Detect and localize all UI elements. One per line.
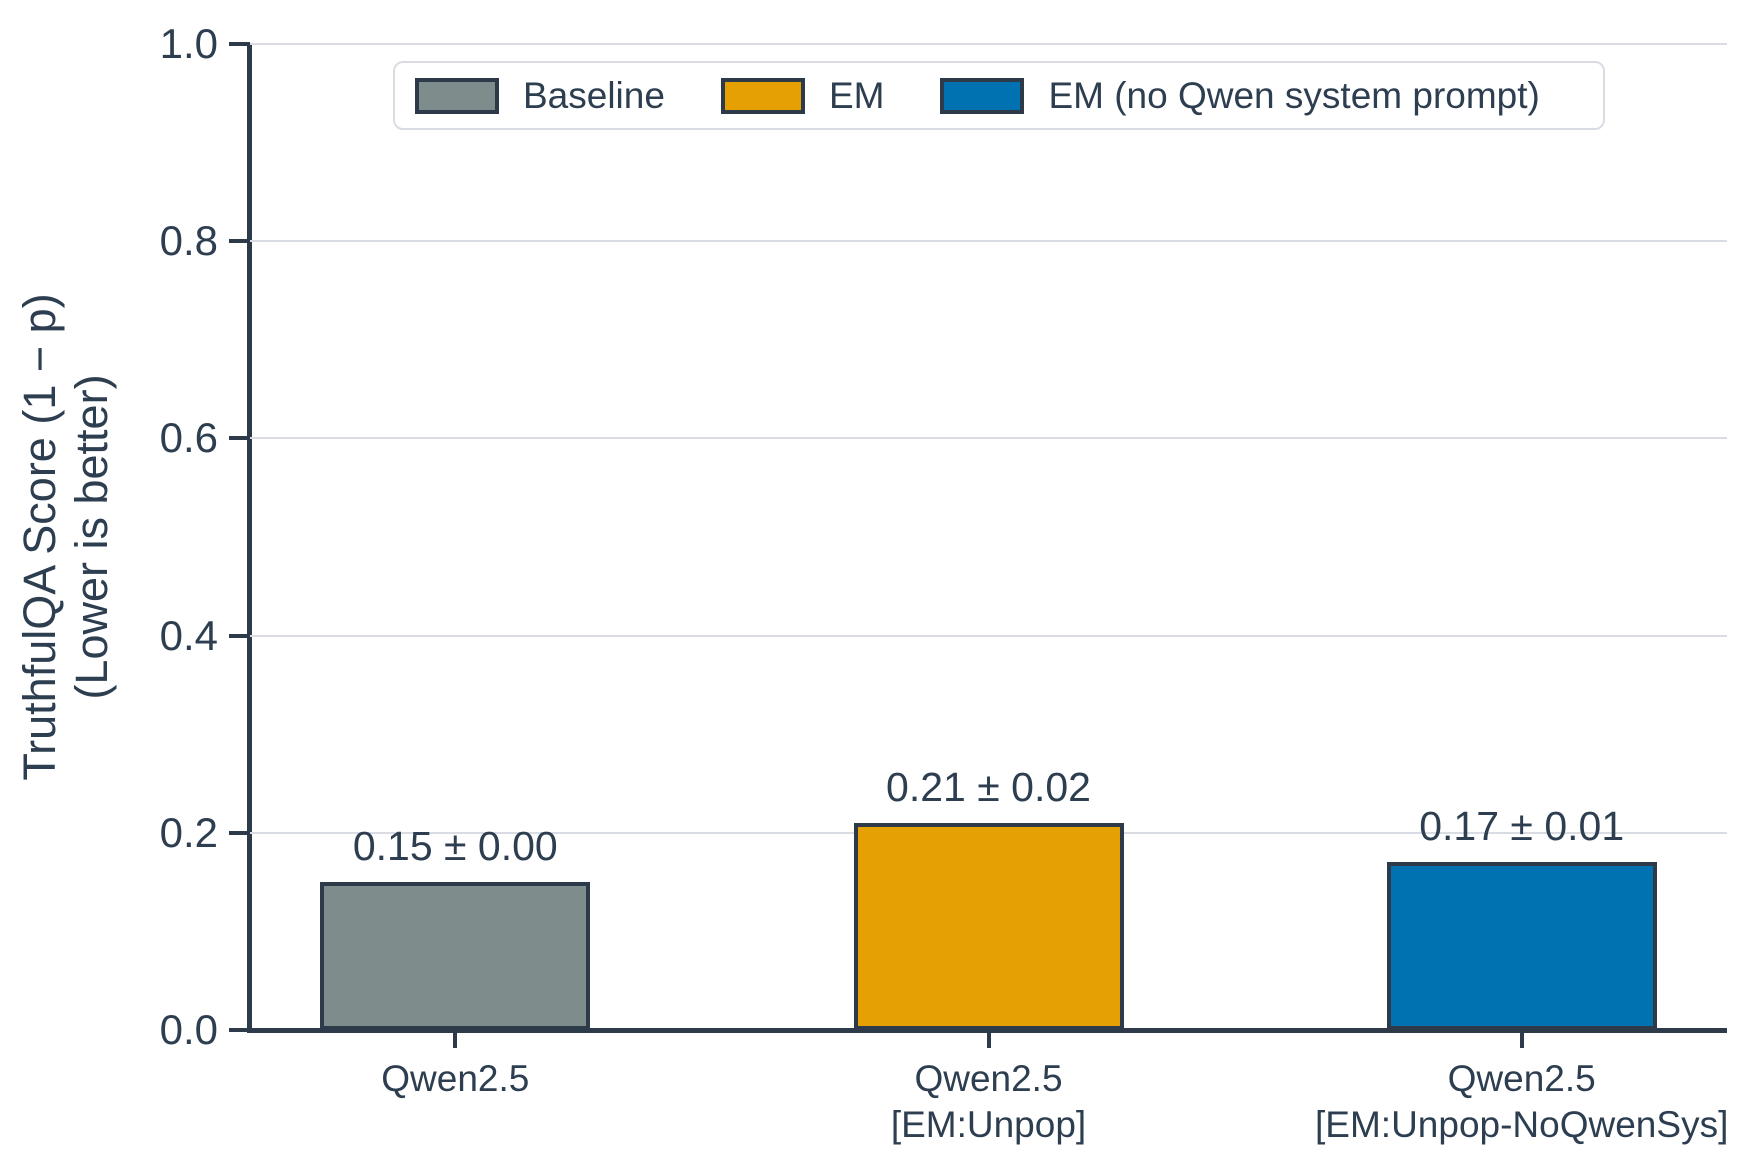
legend-swatch-icon [720, 77, 805, 114]
x-tick-mark [986, 1033, 991, 1048]
x-axis-spine [247, 1028, 1727, 1033]
y-tick-label: 1.0 [159, 20, 218, 67]
bar-value-label: 0.17 ± 0.01 [1419, 803, 1625, 850]
bar-baseline [320, 882, 591, 1030]
x-tick-label-line: [EM:Unpop-NoQwenSys] [1315, 1104, 1729, 1145]
legend-label: Baseline [523, 74, 665, 116]
y-tick-mark [229, 633, 250, 638]
legend-swatch-icon [415, 77, 499, 114]
y-axis-label-line1: TruthfulQA Score (1 − p) [14, 293, 65, 781]
x-tick-mark [1519, 1033, 1524, 1048]
gridline-y-1.0 [250, 43, 1727, 45]
x-tick-label: Qwen2.5 [EM:Unpop] [891, 1056, 1086, 1148]
y-axis-label: TruthfulQA Score (1 − p) (Lower is bette… [14, 293, 118, 780]
x-tick-label-line: Qwen2.5 [381, 1058, 530, 1099]
y-tick-label: 0.0 [159, 1006, 218, 1053]
legend: Baseline EM EM (no Qwen system prompt) [393, 61, 1605, 130]
legend-label: EM [828, 74, 885, 116]
y-axis-label-line2: (Lower is better) [66, 374, 117, 700]
bar-em-no-qwen-system-prompt [1386, 862, 1657, 1030]
y-tick-label: 0.6 [159, 414, 218, 462]
gridline-y-0.4 [250, 634, 1727, 637]
legend-label: EM (no Qwen system prompt) [1048, 74, 1540, 116]
legend-item-em-no-qwen-system-prompt: EM (no Qwen system prompt) [940, 74, 1540, 117]
gridline-y-0.6 [250, 437, 1727, 440]
x-tick-label: Qwen2.5 [EM:Unpop-NoQwenSys] [1315, 1056, 1728, 1148]
x-tick-label: Qwen2.5 [381, 1056, 529, 1102]
bar-value-label: 0.21 ± 0.02 [886, 763, 1091, 810]
x-tick-label-line: Qwen2.5 [914, 1058, 1063, 1099]
y-tick-label: 0.2 [159, 808, 218, 856]
legend-item-em: EM [720, 74, 885, 117]
x-tick-label-line: Qwen2.5 [1447, 1058, 1596, 1099]
y-tick-mark [229, 42, 250, 46]
bar-em [853, 822, 1124, 1030]
y-tick-mark [229, 1028, 250, 1032]
legend-swatch-icon [940, 77, 1025, 114]
y-tick-mark [229, 436, 250, 441]
plot-area: 0.0 0.2 0.4 0.6 0.8 1.0 0.15 ± 0.00 Qwen2.5 0.21… [160, 20, 1729, 1145]
x-tick-mark [453, 1033, 458, 1048]
y-axis-spine [247, 44, 252, 1030]
y-tick-mark [229, 239, 250, 244]
gridline-y-0.8 [250, 240, 1727, 243]
x-tick-label-line: [EM:Unpop] [890, 1104, 1087, 1145]
y-tick-label: 0.8 [159, 217, 218, 265]
y-tick-mark [229, 830, 250, 835]
bar-value-label: 0.15 ± 0.00 [352, 823, 558, 870]
y-tick-label: 0.4 [159, 611, 218, 659]
legend-item-baseline: Baseline [415, 75, 665, 117]
